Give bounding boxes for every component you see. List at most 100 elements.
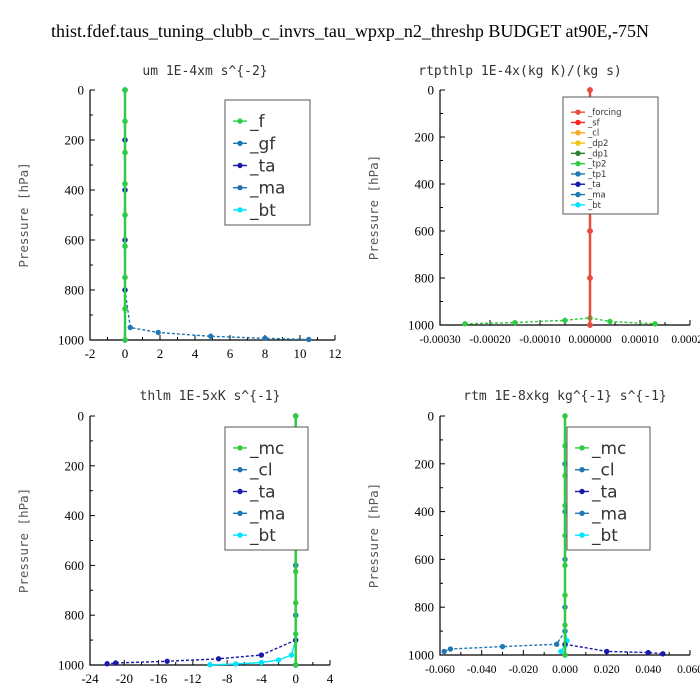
panel-2-series-tp2-point xyxy=(562,317,568,323)
panel-2-legend-label: _dp1 xyxy=(587,149,608,159)
panel-1-y-axis-label: Pressure [hPa] xyxy=(16,162,31,267)
panel-4: rtm 1E-8xkg kg^{-1} s^{-1} Pressure [hPa]… xyxy=(366,389,700,676)
panel-1-y-tick-label: 400 xyxy=(65,183,85,198)
panel-3-x-tick-label: 0 xyxy=(292,671,299,686)
panel-2-series-tp2-point xyxy=(607,318,613,325)
panel-2-legend-marker xyxy=(575,191,581,198)
panel-2-legend-label: _tp2 xyxy=(587,160,606,170)
panel-2-y-tick-label: 0 xyxy=(428,83,435,98)
panel-3-series-mc-point xyxy=(293,600,299,606)
panel-3-legend-label: _ta xyxy=(249,482,276,502)
panel-2-legend-label: _sf xyxy=(587,118,601,128)
panel-3-x-tick-label: -8 xyxy=(222,671,233,686)
panel-4-series-bt-point xyxy=(558,648,564,655)
panel-1-series-group xyxy=(122,87,312,343)
panel-3-series-bt-point xyxy=(207,662,213,668)
panel-2-series-tp2-point xyxy=(462,321,468,327)
panel-3-legend-label: _cl xyxy=(249,461,273,481)
panel-3-y-tick-label: 1000 xyxy=(58,658,84,673)
panel-4-x-tick-label: 0.000 xyxy=(552,664,578,676)
panel-2-title: rtpthlp 1E-4x(kg K)/(kg s) xyxy=(418,64,622,79)
panel-1-series-f-point xyxy=(122,306,128,312)
panel-3-y-tick-label: 800 xyxy=(65,608,85,623)
panel-2-legend: _forcing_sf_cl_dp2_dp1_tp2_tp1_ta_ma_bt xyxy=(562,96,659,215)
panel-4-legend-marker xyxy=(579,532,585,538)
panel-3-legend-label: _mc xyxy=(249,439,284,459)
panel-3-legend-marker xyxy=(237,488,243,495)
panel-4-y-tick-label: 600 xyxy=(415,552,435,567)
panel-3-series-bt-point xyxy=(258,659,265,666)
panel-1-legend-marker xyxy=(237,185,243,191)
panel-1-x-tick-label: 10 xyxy=(294,346,307,361)
panel-2-x-tick-label: 0.00020 xyxy=(671,334,700,346)
panel-2-series-forcing-point xyxy=(587,322,593,328)
panel-2-legend-label: _ta xyxy=(587,180,601,190)
panel-3-series-ta-line xyxy=(107,639,296,665)
panel-3-series-ta-point xyxy=(104,661,110,667)
panel-4-y-tick-label: 400 xyxy=(415,504,435,519)
panel-4-series-group xyxy=(441,413,666,658)
panel-3-legend-label: _ma xyxy=(249,504,285,524)
panel-2-legend-marker xyxy=(575,202,581,208)
panel-4-series-mc-point xyxy=(562,562,568,569)
panel-4-series-ta-point xyxy=(660,651,666,657)
panel-4-series-ta-line xyxy=(564,643,663,655)
panel-3-x-tick-label: -16 xyxy=(150,671,168,686)
panel-1-y-tick-label: 1000 xyxy=(58,333,84,348)
panel-4-y-tick-label: 1000 xyxy=(408,648,434,663)
panel-1-series-f-point xyxy=(122,118,128,124)
panel-2-legend-marker xyxy=(575,150,581,157)
panel-4-legend-marker xyxy=(579,467,585,473)
panel-4-legend-marker xyxy=(579,445,585,451)
panel-1-legend-label: _gf xyxy=(249,134,276,154)
panel-2-x-tick-label: -0.00020 xyxy=(469,334,510,346)
panel-3-legend-marker xyxy=(237,445,243,451)
panel-4-y-tick-label: 800 xyxy=(415,600,435,615)
panel-1-legend-label: _ma xyxy=(249,179,285,199)
panel-4-y-tick-label: 200 xyxy=(415,456,435,471)
panel-2-legend-marker xyxy=(575,181,581,187)
panel-3-y-tick-label: 400 xyxy=(65,508,85,523)
panel-3-x-tick-label: 4 xyxy=(327,671,334,686)
panel-2-legend-marker xyxy=(575,119,581,126)
panel-3-series-mc-point xyxy=(293,413,299,419)
panel-3-y-axis-label: Pressure [hPa] xyxy=(16,488,31,593)
panel-3-y-tick-label: 600 xyxy=(65,558,85,573)
panel-4-series-ma-point xyxy=(499,643,506,650)
panel-4-series-mc-point xyxy=(562,592,568,598)
panel-2-y-tick-label: 800 xyxy=(415,271,435,286)
panel-4-series-ta-point xyxy=(645,649,652,656)
panel-1-y-tick-label: 0 xyxy=(78,83,85,98)
panel-2-y-tick-label: 1000 xyxy=(408,318,434,333)
panel-2-x-tick-label: -0.00010 xyxy=(519,334,560,346)
panel-1-x-tick-label: 4 xyxy=(192,346,199,361)
panel-2-series-tp2-point xyxy=(652,321,658,327)
panel-2-series-forcing-point xyxy=(587,275,593,281)
panel-2-series-forcing-point xyxy=(587,87,593,93)
panel-1-y-tick-label: 600 xyxy=(65,233,85,248)
panel-2-x-tick-label: 0.000000 xyxy=(568,334,611,346)
panel-4-series-ma-point xyxy=(447,646,454,652)
panel-4-series-ma-point xyxy=(553,641,560,647)
panel-2-legend-label: _cl xyxy=(587,129,599,139)
panel-1: um 1E-4xm s^{-2} Pressure [hPa] 0 200 400 600… xyxy=(16,64,342,361)
panel-3-y-tick-label: 0 xyxy=(78,409,85,424)
panel-1-series-ma-point xyxy=(127,324,133,331)
panel-4-legend-label: _bt xyxy=(591,526,618,546)
panel-1-series-ma-point xyxy=(262,335,268,341)
panel-2-legend-marker xyxy=(575,130,581,136)
panel-4-legend: _mc_cl_ta_ma_bt xyxy=(566,426,651,551)
panel-4-series-ma-point xyxy=(441,648,447,655)
panel-3-legend-marker xyxy=(237,510,243,516)
panel-3-series-bt-point xyxy=(233,661,239,667)
panel-1-series-f-point xyxy=(122,149,128,156)
panel-4-legend-label: _mc xyxy=(591,439,626,459)
panel-1-x-tick-label: 2 xyxy=(157,346,164,361)
panel-3-x-tick-label: -20 xyxy=(116,671,133,686)
panel-2-y-tick-label: 200 xyxy=(415,130,435,145)
panel-1-series-ma-point xyxy=(155,329,161,336)
panel-1-x-tick-label: 12 xyxy=(329,346,342,361)
panel-4-series-ma-line xyxy=(443,630,566,653)
panel-4-x-tick-label: -0.040 xyxy=(467,664,497,676)
